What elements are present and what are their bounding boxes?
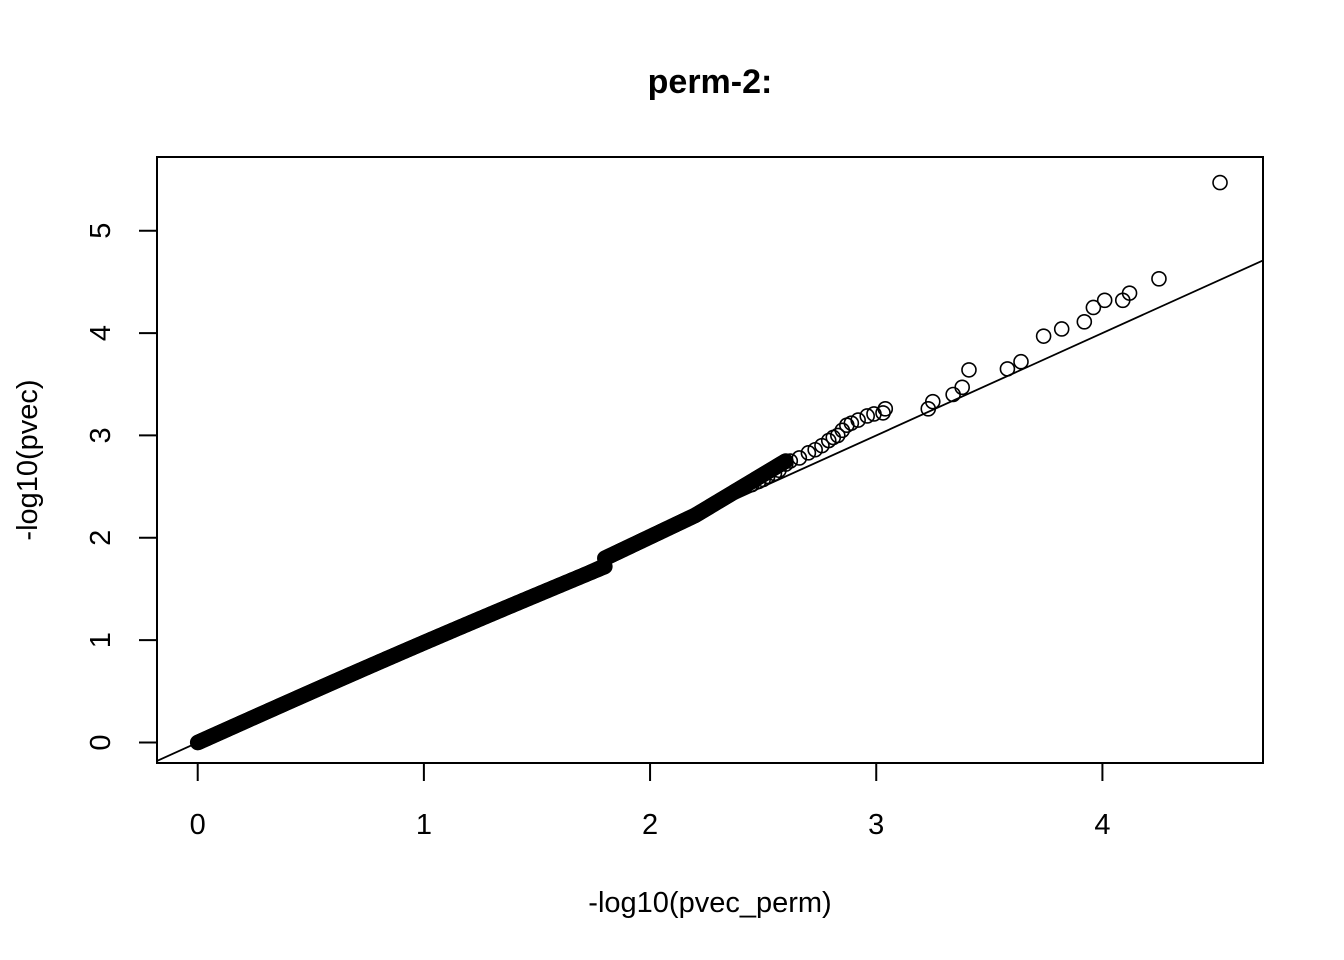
x-tick-label: 0 [190,809,206,841]
data-point [800,445,817,461]
data-point [843,415,860,431]
data-point [850,412,866,428]
reference-line-layer [156,259,1264,762]
data-point [1096,292,1113,309]
data-point [791,450,808,466]
data-point [859,408,875,424]
plot-area-frame [156,156,1264,764]
data-point [766,465,783,482]
chart-title: perm-2: [648,63,773,101]
data-point [877,401,894,417]
data-point [954,379,970,396]
y-tick-label: 5 [85,223,117,239]
data-point [782,453,799,469]
data-point [1151,271,1167,287]
y-tick-label: 3 [85,427,117,443]
y-tick-label: 4 [85,325,117,341]
y-tick-label: 1 [85,632,117,648]
data-point [1076,314,1093,330]
data-point [1121,285,1138,301]
x-axis-label: -log10(pvec_perm) [588,887,831,919]
data-point [924,393,941,410]
data-point [777,456,794,472]
data-points [189,174,1228,751]
x-tick-label: 4 [1094,809,1110,841]
data-point [1035,328,1052,344]
data-point [1212,174,1228,191]
y-axis-label: -log10(pvec) [12,379,44,540]
data-point [737,478,753,495]
y-tick-label: 2 [85,530,117,546]
x-tick-label: 1 [416,809,432,841]
x-axis: 0 1 2 3 4 [190,762,1110,841]
data-point [1085,299,1102,316]
y-axis: 0 1 2 3 4 5 [85,223,158,751]
x-tick-label: 3 [868,809,884,841]
reference-line [156,259,1264,762]
x-tick-label: 2 [642,809,658,841]
y-tick-label: 0 [85,734,117,750]
data-point [961,362,977,378]
data-point [829,427,846,444]
data-point [1013,353,1029,370]
data-point [1053,321,1070,337]
data-point [820,432,837,449]
